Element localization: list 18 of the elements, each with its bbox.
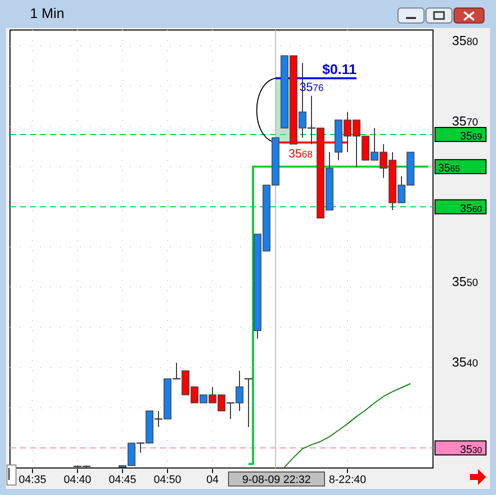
chart-title: 1 Min — [30, 5, 64, 21]
ref-line-label: 3568 — [288, 146, 313, 161]
x-tick-label: 8-22:40 — [328, 474, 366, 486]
x-tick-label: 04 — [206, 474, 219, 486]
x-tick-label: 04:50 — [154, 474, 182, 486]
x-tick-label: 04:35 — [18, 474, 46, 486]
ref-line-label: 3569 — [460, 130, 482, 142]
y-tick-label: 3540 — [452, 354, 478, 370]
ref-line-label: 3530 — [460, 444, 482, 456]
x-tick-label: 04:40 — [64, 474, 92, 486]
y-tick-label: 3580 — [452, 33, 478, 48]
x-tick-label: 04:45 — [108, 474, 136, 486]
ref-line-label: 3560 — [460, 202, 482, 215]
y-tick-label: 3570 — [452, 113, 478, 128]
y-tick-label: 3550 — [452, 274, 478, 290]
x-tick-label: 9-08-09 22:32 — [242, 474, 311, 486]
annotation: $0.11 — [322, 61, 357, 78]
data-label: 3565 — [438, 162, 460, 175]
